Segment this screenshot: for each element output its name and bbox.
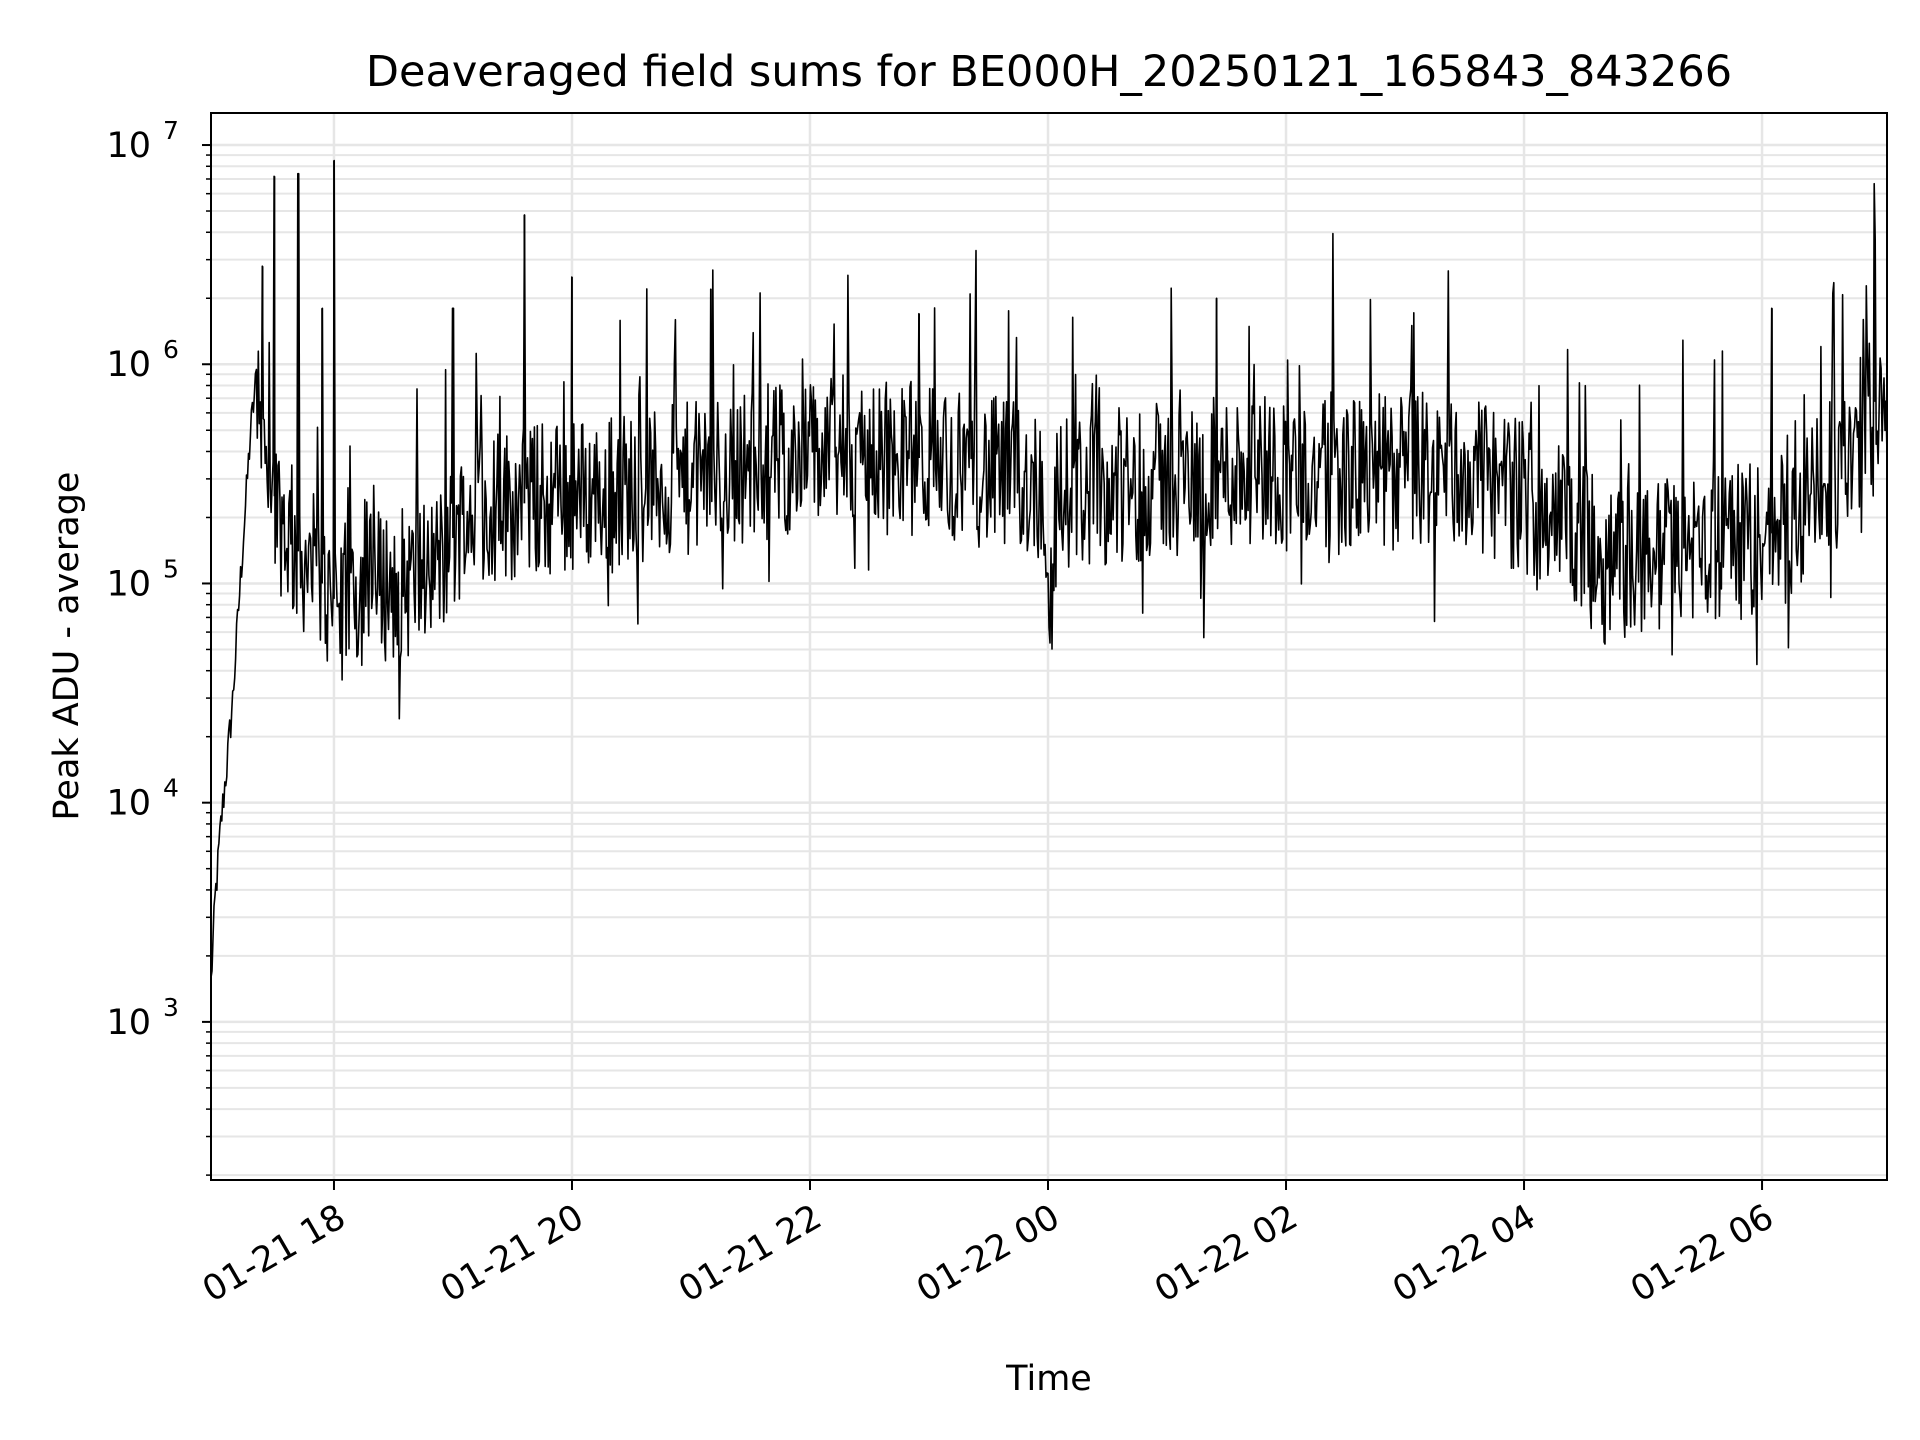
x-axis-label: Time xyxy=(1005,1359,1092,1399)
series-layer xyxy=(210,159,1888,978)
y-tick-exponent: 5 xyxy=(163,554,179,583)
y-tick-exponent: 4 xyxy=(163,774,179,803)
y-tick-label: 10 xyxy=(106,564,151,604)
y-axis: 10 3 10 4 10 5 10 6 10 7 xyxy=(106,116,211,1176)
y-tick-exponent: 3 xyxy=(163,993,179,1022)
chart-title: Deaveraged field sums for BE000H_2025012… xyxy=(366,47,1732,97)
y-tick-label: 10 xyxy=(106,345,151,385)
y-tick-exponent: 6 xyxy=(163,335,179,364)
y-tick-label: 10 xyxy=(106,1003,151,1043)
y-tick-exponent: 7 xyxy=(163,116,179,145)
y-axis-label: Peak ADU - average xyxy=(47,472,87,821)
y-tick-label: 10 xyxy=(106,784,151,824)
y-tick-label: 10 xyxy=(106,126,151,166)
series-line xyxy=(210,159,1888,978)
